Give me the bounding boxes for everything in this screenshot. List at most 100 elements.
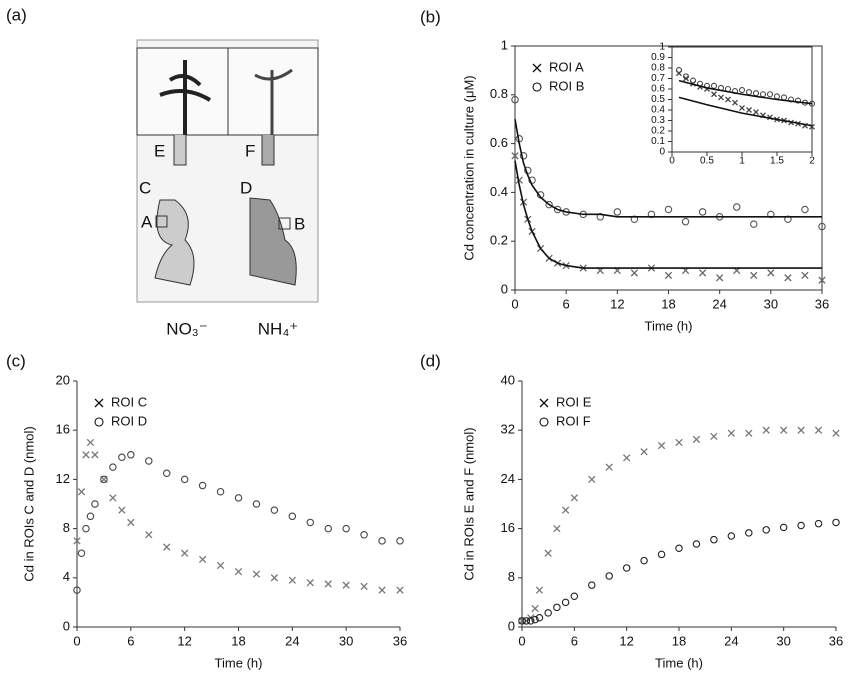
point xyxy=(77,488,86,496)
point xyxy=(145,457,153,465)
roi-label: F xyxy=(245,141,255,160)
point xyxy=(570,494,578,502)
channel xyxy=(173,135,187,166)
caption: NH₄⁺ xyxy=(258,319,298,338)
y-tick-label: 32 xyxy=(501,422,515,437)
point xyxy=(787,96,795,103)
point xyxy=(794,97,802,104)
point xyxy=(818,276,826,284)
point xyxy=(535,586,544,594)
point xyxy=(553,205,562,214)
point xyxy=(753,109,759,116)
x-tick-label: 12 xyxy=(177,633,191,648)
panel-label: (a) xyxy=(6,5,27,24)
point xyxy=(519,152,528,160)
point xyxy=(118,453,126,462)
point xyxy=(216,561,225,570)
point xyxy=(515,176,523,184)
x-tick-label: 6 xyxy=(563,296,570,311)
x-tick-label: 0.5 xyxy=(700,156,714,167)
y-tick-label: 0.3 xyxy=(651,115,665,126)
point xyxy=(745,429,753,437)
roi-label: D xyxy=(240,178,252,197)
point xyxy=(518,617,526,625)
x-axis-label: Time (h) xyxy=(655,655,703,670)
point xyxy=(127,518,135,527)
point xyxy=(553,603,561,612)
roi-box xyxy=(155,215,168,228)
point xyxy=(378,586,386,594)
x-tick-label: 12 xyxy=(619,633,633,648)
point xyxy=(396,586,404,594)
point xyxy=(623,454,631,462)
x-tick-label: 30 xyxy=(339,633,353,648)
x-tick-label: 18 xyxy=(231,633,245,648)
point xyxy=(622,564,631,572)
point xyxy=(561,598,570,607)
point xyxy=(797,426,805,434)
point xyxy=(145,531,153,539)
y-tick-label: 8 xyxy=(63,520,70,535)
point xyxy=(727,429,735,437)
point xyxy=(675,438,683,447)
panel-label: (c) xyxy=(6,351,26,370)
x-tick-label: 24 xyxy=(285,633,299,648)
y-tick-label: 12 xyxy=(56,471,70,486)
point xyxy=(710,432,718,441)
roi-label: A xyxy=(141,212,153,231)
x-tick-label: 6 xyxy=(571,633,578,648)
point xyxy=(86,438,95,447)
point xyxy=(710,82,718,89)
legend-marker xyxy=(94,398,104,408)
x-tick-label: 24 xyxy=(712,296,726,311)
fit-line xyxy=(678,96,813,127)
point xyxy=(553,524,561,533)
legend-marker xyxy=(539,417,549,427)
y-axis-label: Cd concentration in culture (μM) xyxy=(461,75,476,260)
point xyxy=(689,77,697,84)
point xyxy=(531,604,539,613)
point xyxy=(630,269,639,277)
point xyxy=(181,549,189,557)
point xyxy=(198,555,207,564)
channel xyxy=(261,135,275,166)
point xyxy=(832,518,840,527)
legend-marker xyxy=(532,82,542,92)
point xyxy=(801,205,809,214)
point xyxy=(77,549,86,557)
point xyxy=(378,537,386,545)
root xyxy=(159,60,212,135)
point xyxy=(73,537,81,545)
roi-label: B xyxy=(294,214,305,233)
y-tick-label: 1 xyxy=(501,37,508,52)
y-tick-label: 0 xyxy=(659,147,665,158)
point xyxy=(664,271,673,280)
point xyxy=(767,269,775,277)
point xyxy=(180,475,189,484)
point xyxy=(396,537,404,545)
y-axis-label: Cd in ROIs E and F (nmol) xyxy=(461,427,476,580)
plot-frame xyxy=(671,46,813,153)
y-tick-label: 8 xyxy=(508,569,515,584)
point xyxy=(732,99,738,106)
point xyxy=(526,617,535,625)
point xyxy=(570,592,579,600)
point xyxy=(818,222,826,231)
point xyxy=(511,152,519,160)
point xyxy=(710,535,718,544)
point xyxy=(535,614,544,622)
point xyxy=(682,73,690,80)
point xyxy=(561,506,570,514)
point xyxy=(270,506,279,514)
point xyxy=(252,570,261,578)
x-tick-label: 36 xyxy=(815,296,829,311)
point xyxy=(522,617,531,625)
point xyxy=(746,107,752,113)
point xyxy=(588,581,596,589)
point xyxy=(360,530,368,539)
point xyxy=(738,87,746,94)
point xyxy=(605,463,613,471)
x-tick-label: 0 xyxy=(669,156,675,167)
point xyxy=(711,91,717,98)
y-tick-label: 0.4 xyxy=(490,184,508,199)
